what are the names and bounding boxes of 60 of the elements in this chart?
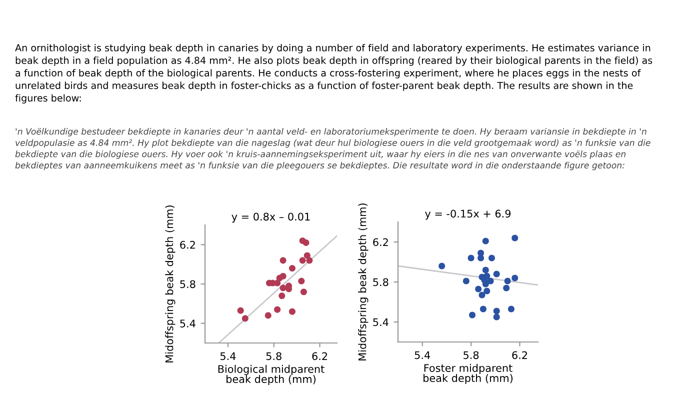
point (482, 266, 489, 274)
point (274, 280, 281, 286)
point (493, 314, 500, 320)
chart-title: An ornithologist is studying beak depth in canaries by doing a number of field and laboratory experiments. He estimates variance in beak depth in a field population as 4.84 mm². He also plots beak depth in offspring (reared by their biological parents in the field) as a function of beak depth of the biological parents. He conducts a cross-fostering experiment, where he places eggs in the nests of unrelated birds and measures beak depth in foster-chicks as a function of foster-parent beak depth. The results are shown in the figures below: (15, 44, 652, 104)
point (299, 257, 306, 264)
point (493, 270, 500, 278)
point (504, 278, 511, 284)
point (477, 254, 484, 262)
point (288, 308, 296, 315)
x-tick-label: 6.2 (512, 351, 527, 360)
point (482, 238, 489, 244)
x-tick-label: 5.8 (266, 352, 282, 360)
y-tick-label: 6.2 (180, 240, 195, 249)
y-axis-title: Midoffspring beak depth (mm) (165, 206, 176, 362)
point (288, 264, 296, 272)
y-tick-label: 5.4 (373, 318, 388, 326)
point (475, 286, 482, 292)
point (478, 292, 486, 298)
x-tick-label: 6.2 (312, 352, 328, 360)
point (300, 288, 308, 296)
x-axis-title: Biological midparent beak depth (mm) (218, 364, 324, 386)
point (264, 312, 272, 319)
point (512, 234, 518, 242)
point (508, 306, 515, 312)
point (304, 252, 310, 259)
point (487, 278, 494, 284)
point (306, 257, 313, 264)
point (503, 284, 510, 292)
x-tick-label: 5.8 (464, 351, 479, 360)
point (484, 288, 490, 294)
y-tick-label: 5.4 (180, 320, 196, 328)
point (280, 272, 286, 280)
text: y = 0.8x – 0.01 (232, 212, 310, 223)
text: y = -0.15x + 6.9 (425, 210, 511, 220)
point (480, 306, 487, 312)
point (512, 274, 518, 282)
point (242, 315, 248, 322)
point (468, 254, 474, 262)
point (274, 306, 281, 313)
point (438, 262, 446, 270)
y-tick-label: 5.8 (373, 278, 388, 286)
point (302, 239, 310, 246)
point (278, 292, 286, 300)
point (488, 254, 496, 262)
point (280, 257, 286, 264)
point (482, 280, 489, 288)
y-tick-label: 5.8 (180, 280, 196, 288)
x-tick-label: 5.4 (220, 352, 236, 360)
point (298, 278, 305, 284)
y-tick-label: 6.2 (373, 238, 388, 246)
point (237, 307, 244, 314)
point (493, 308, 500, 314)
y-axis-title: Midoffspring beak depth (mm) (358, 204, 368, 360)
point (280, 284, 286, 292)
point (477, 250, 484, 256)
chart-subtitle: 'n Voëlkundige bestudeer bekdiepte in kanaries deur 'n aantal veld- en laboratoriumeksperimente te doen. Hy beraam variansie in bekdiepte in 'n veldpopulasie as 4.84 mm². Hy plot bekdiepte van die nageslag (wat deur hul biologiese ouers in die veld grootgemaak word) as 'n funksie van die bekdiepte van die biologiese ouers. Hy voer ook 'n kruis-aannemingseksperiment uit, waar hy eiers in die nes van onverwante voëls plaas en bekdieptes van aanneemkuikens meet as 'n funksie van die pleegouers se bekdieptes. Die resultate word in die onderstaande figure getoon: (15, 128, 650, 170)
point (462, 278, 470, 284)
x-axis-title: Foster midparent beak depth (mm) (424, 364, 513, 384)
point (468, 312, 476, 318)
x-tick-label: 5.4 (414, 351, 430, 360)
